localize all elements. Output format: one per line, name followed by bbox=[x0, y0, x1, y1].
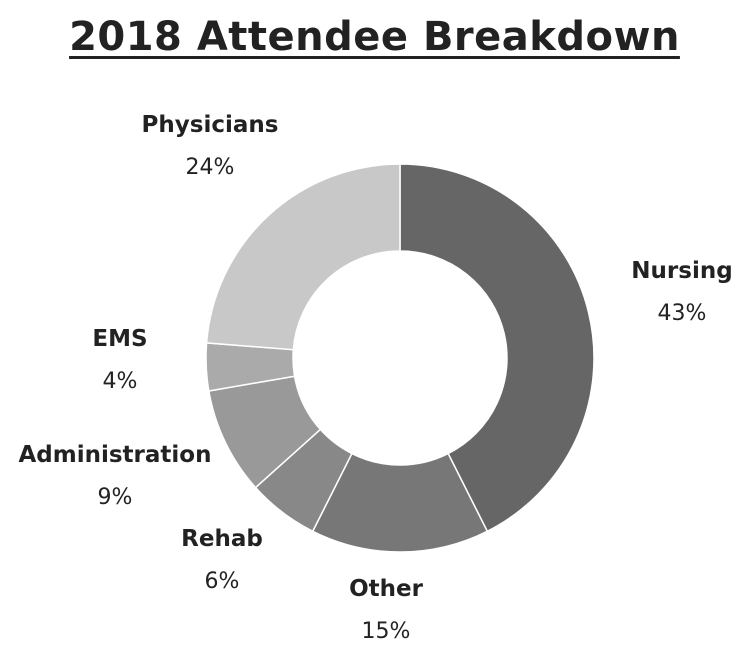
label-nursing: Nursing bbox=[631, 258, 732, 284]
percent-administration: 9% bbox=[98, 485, 133, 510]
percent-physicians: 24% bbox=[186, 155, 235, 180]
slice-nursing bbox=[399, 163, 595, 533]
label-rehab: Rehab bbox=[181, 526, 263, 552]
chart-title: 2018 Attendee Breakdown bbox=[69, 14, 680, 60]
percent-ems: 4% bbox=[103, 369, 138, 394]
percent-nursing: 43% bbox=[658, 301, 707, 326]
slice-physicians bbox=[205, 163, 401, 351]
percent-other: 15% bbox=[362, 619, 411, 644]
label-physicians: Physicians bbox=[142, 112, 279, 138]
label-administration: Administration bbox=[19, 442, 212, 468]
label-other: Other bbox=[349, 576, 424, 602]
label-ems: EMS bbox=[92, 326, 147, 352]
percent-rehab: 6% bbox=[205, 569, 240, 594]
